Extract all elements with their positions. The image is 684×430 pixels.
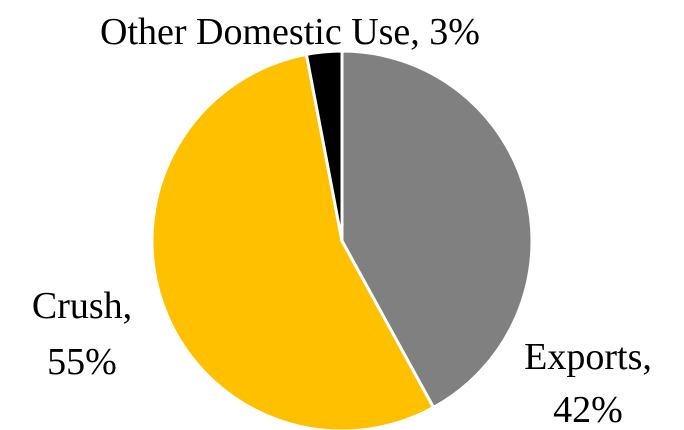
pie-slice-other-domestic-use (304, 49, 344, 243)
label-crush-value: 55% (47, 341, 117, 383)
label-exports-name: Exports, (524, 336, 652, 378)
pie-slice-crush (150, 52, 436, 430)
label-exports-value: 42% (553, 389, 623, 430)
label-crush-name: Crush, (32, 285, 132, 327)
pie-slices (150, 49, 534, 430)
pie-slice-exports (340, 49, 534, 409)
label-other-domestic-use: Other Domestic Use, 3% (100, 11, 480, 53)
